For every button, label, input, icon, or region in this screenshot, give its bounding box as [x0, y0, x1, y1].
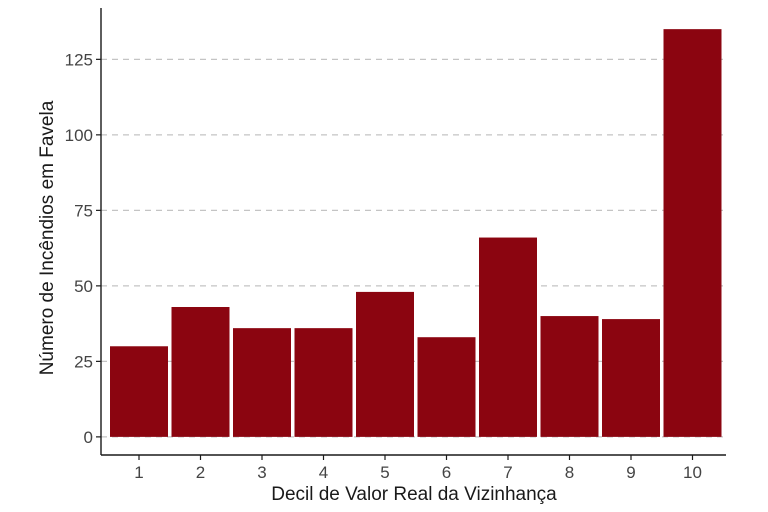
bar — [602, 319, 660, 437]
bar — [417, 337, 476, 437]
x-axis-title: Decil de Valor Real da Vizinhança — [271, 484, 557, 505]
y-tick-label: 125 — [65, 50, 93, 69]
axes — [100, 8, 726, 456]
bars — [110, 29, 722, 437]
bar — [356, 291, 414, 437]
x-tick-label: 4 — [319, 463, 328, 482]
x-tick-label: 2 — [196, 463, 205, 482]
x-tick-label: 5 — [380, 463, 389, 482]
x-tick-label: 9 — [626, 463, 635, 482]
y-tick-label: 0 — [84, 428, 93, 447]
x-ticks: 1 2 3 4 5 6 7 8 9 10 — [134, 455, 702, 482]
x-tick-label: 10 — [683, 463, 702, 482]
x-tick-label: 3 — [257, 463, 266, 482]
y-tick-label: 100 — [65, 126, 93, 145]
bar — [171, 307, 230, 437]
x-tick-label: 1 — [134, 463, 143, 482]
x-tick-label: 6 — [442, 463, 451, 482]
y-tick-label: 75 — [74, 201, 93, 220]
x-tick-label: 7 — [503, 463, 512, 482]
bar — [540, 316, 599, 437]
y-tick-label: 25 — [74, 352, 93, 371]
bar — [479, 237, 537, 437]
y-tick-label: 50 — [74, 277, 93, 296]
bar — [233, 328, 291, 437]
bar — [663, 29, 722, 437]
x-tick-label: 8 — [565, 463, 574, 482]
bar — [294, 328, 353, 437]
y-axis-title: Número de Incêndios em Favela — [37, 100, 58, 375]
y-ticks: 0 25 50 75 100 125 — [65, 50, 101, 447]
bar — [110, 346, 168, 437]
